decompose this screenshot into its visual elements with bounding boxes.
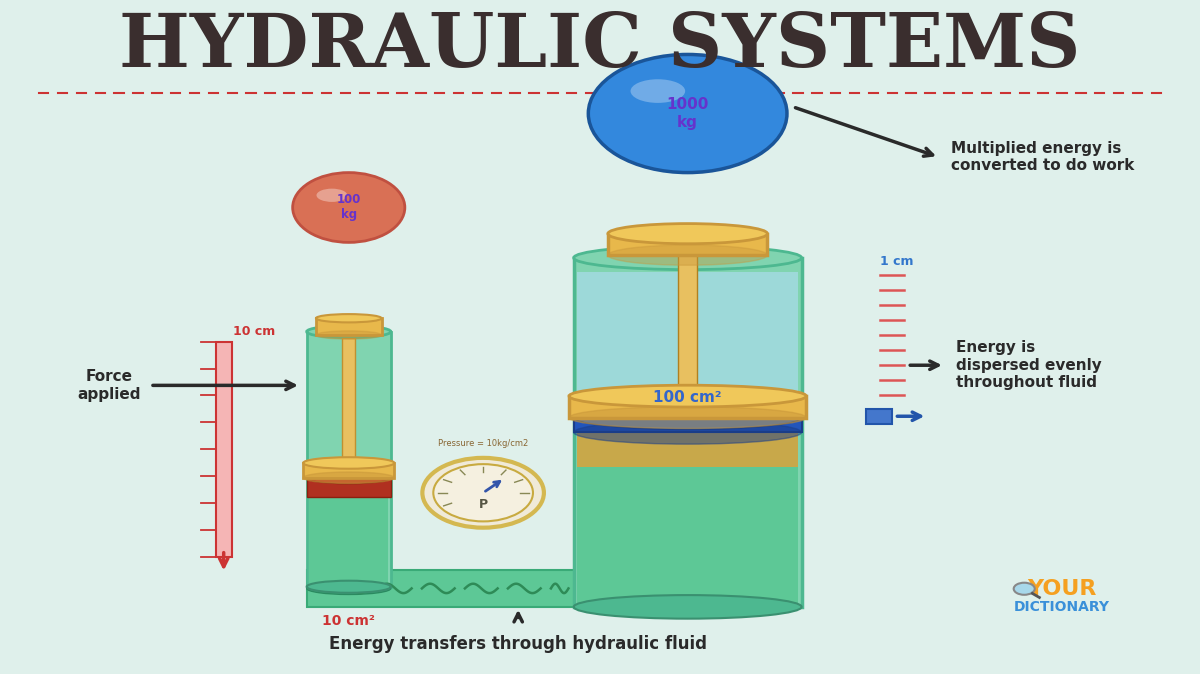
Text: YOUR: YOUR: [1027, 579, 1097, 599]
Bar: [316, 318, 382, 335]
Text: HYDRAULIC SYSTEMS: HYDRAULIC SYSTEMS: [119, 10, 1081, 83]
Text: 1 cm: 1 cm: [881, 255, 914, 268]
Ellipse shape: [608, 580, 768, 596]
Ellipse shape: [307, 326, 391, 338]
Ellipse shape: [569, 386, 806, 407]
Bar: [342, 338, 355, 463]
Text: Force
applied: Force applied: [78, 369, 140, 402]
Circle shape: [1014, 583, 1034, 594]
Text: Energy transfers through hydraulic fluid: Energy transfers through hydraulic fluid: [329, 635, 707, 653]
Bar: [577, 272, 798, 432]
Ellipse shape: [630, 80, 685, 103]
Ellipse shape: [307, 582, 391, 594]
Bar: [304, 463, 395, 478]
Ellipse shape: [588, 55, 787, 173]
Text: DICTIONARY: DICTIONARY: [1014, 600, 1110, 614]
Ellipse shape: [307, 472, 391, 484]
Ellipse shape: [316, 331, 382, 339]
Text: Pressure = 10kg/cm2: Pressure = 10kg/cm2: [438, 439, 528, 448]
Ellipse shape: [574, 406, 802, 429]
Text: 10 cm: 10 cm: [233, 326, 275, 338]
Ellipse shape: [574, 246, 802, 270]
Text: 100
kg: 100 kg: [336, 193, 361, 222]
Bar: [608, 234, 768, 255]
Text: 10 cm²: 10 cm²: [323, 613, 376, 627]
Bar: [569, 396, 806, 418]
Bar: [216, 342, 232, 557]
Bar: [866, 409, 892, 424]
Bar: [307, 570, 580, 607]
Bar: [577, 432, 798, 467]
Text: Energy is
dispersed evenly
throughout fluid: Energy is dispersed evenly throughout fl…: [956, 340, 1102, 390]
Ellipse shape: [608, 224, 768, 244]
Ellipse shape: [304, 472, 395, 483]
Circle shape: [433, 464, 533, 522]
FancyBboxPatch shape: [574, 258, 802, 607]
Ellipse shape: [608, 245, 768, 266]
Ellipse shape: [316, 314, 382, 322]
Ellipse shape: [574, 421, 802, 444]
Text: P: P: [479, 499, 487, 512]
Bar: [577, 466, 798, 605]
Ellipse shape: [293, 173, 404, 243]
Ellipse shape: [317, 189, 347, 202]
Text: Multiplied energy is
converted to do work: Multiplied energy is converted to do wor…: [950, 141, 1134, 173]
Bar: [310, 489, 389, 586]
FancyBboxPatch shape: [307, 332, 391, 587]
Ellipse shape: [304, 457, 395, 468]
Bar: [307, 478, 391, 497]
Ellipse shape: [307, 581, 391, 592]
Bar: [574, 418, 802, 432]
Ellipse shape: [574, 595, 802, 619]
Circle shape: [422, 458, 544, 528]
Ellipse shape: [569, 406, 806, 429]
Bar: [678, 251, 697, 396]
Text: 1000
kg: 1000 kg: [666, 97, 709, 129]
Text: 100 cm²: 100 cm²: [653, 390, 722, 405]
